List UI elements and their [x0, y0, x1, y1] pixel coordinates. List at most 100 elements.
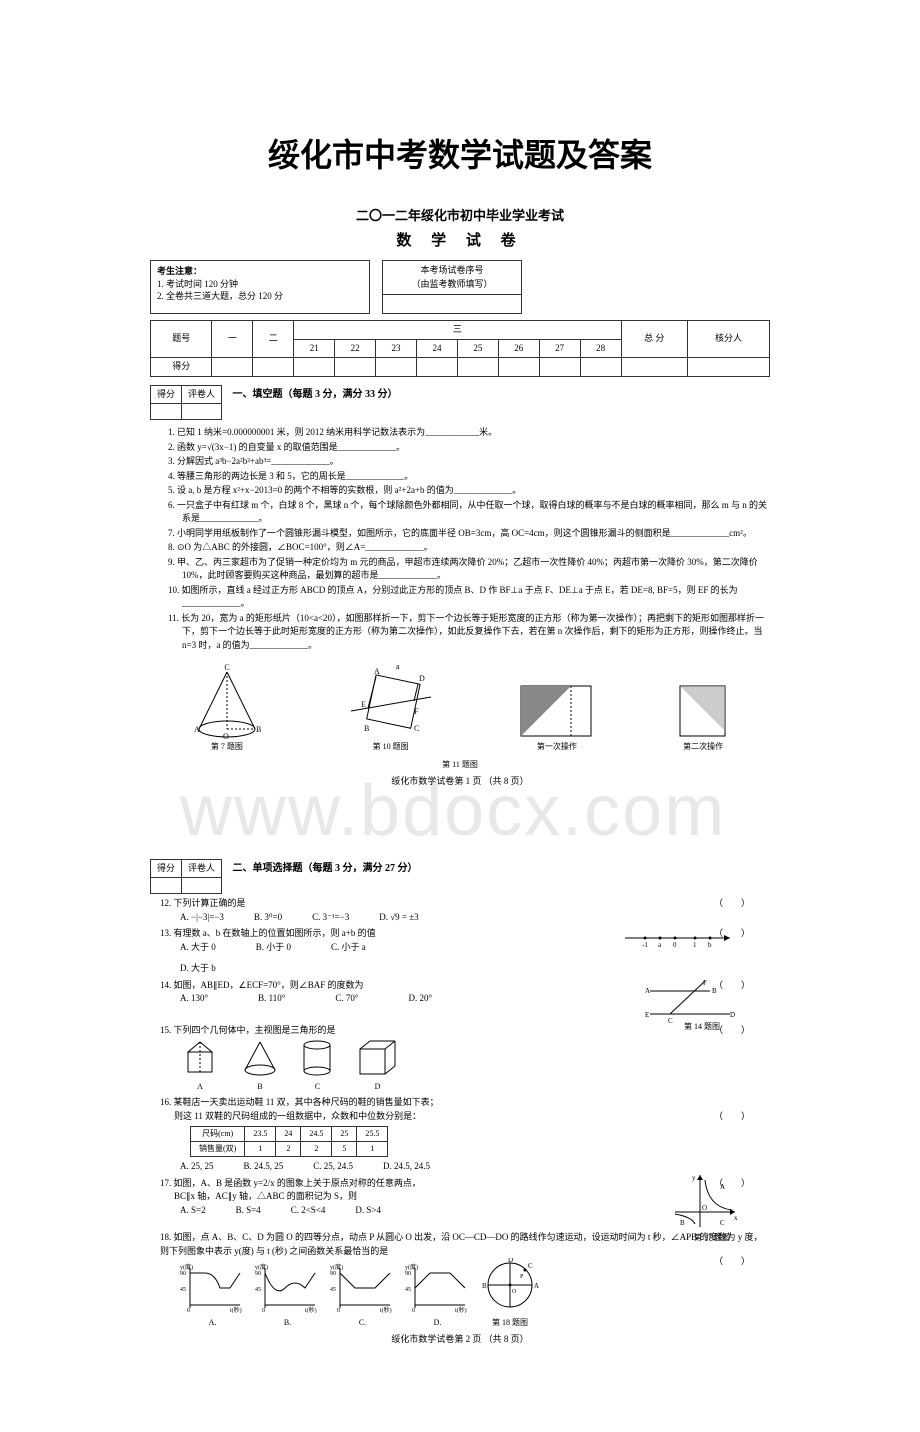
q6: 6. 一只盒子中有红球 m 个，白球 8 个，黑球 n 个，每个球除颜色外都相同…	[168, 499, 770, 526]
svg-text:45: 45	[330, 1287, 336, 1293]
sub-26: 26	[498, 339, 539, 358]
q12-stem: 12. 下列计算正确的是	[160, 898, 246, 908]
q17-stem: 17. 如图，A、B 是函数 y=2/x 的图象上关于原点对称的任意两点，	[160, 1178, 421, 1188]
q16-sub: 则这 11 双鞋的尺码组成的一组数据中，众数和中位数分别是：	[174, 1110, 770, 1124]
mini-score: 得分	[151, 385, 182, 404]
seat-box: 本考场试卷序号 （由监考教师填写）	[382, 260, 522, 314]
q16-b: B. 24.5, 25	[244, 1160, 284, 1174]
section1-title: 一、填空题（每题 3 分，满分 33 分）	[233, 387, 398, 402]
svg-text:F: F	[703, 979, 707, 987]
svg-text:B: B	[712, 987, 717, 995]
svg-text:t(秒): t(秒)	[230, 1306, 242, 1313]
svg-text:-1: -1	[642, 941, 648, 947]
svg-text:y: y	[692, 1174, 696, 1182]
svg-text:B: B	[256, 725, 261, 734]
table-row: 尺码(cm) 23.5 24 24.5 25 25.5	[191, 1127, 388, 1142]
gb-label: B.	[255, 1317, 320, 1329]
cell: 24.5	[301, 1127, 332, 1142]
q17-c: C. 2<S<4	[291, 1204, 326, 1218]
q13-b: B. 小于 0	[256, 941, 291, 955]
sub-23: 23	[376, 339, 417, 358]
svg-text:B: B	[364, 724, 369, 733]
svg-text:90: 90	[405, 1271, 411, 1277]
svg-text:0: 0	[262, 1308, 265, 1313]
q17-b: B. S=4	[236, 1204, 261, 1218]
svg-text:90: 90	[180, 1271, 186, 1277]
main-title: 绥化市中考数学试题及答案	[0, 130, 920, 176]
ga-label: A.	[180, 1317, 245, 1329]
notice-line1: 1. 考试时间 120 分钟	[157, 278, 363, 291]
graph-a: 90450 y(度)t(秒) A.	[180, 1263, 245, 1329]
paren-15: （ ）	[714, 1024, 750, 1038]
figure-11a: 第一次操作	[519, 684, 594, 753]
fig7-label: 第 7 题图	[192, 741, 262, 753]
q14-opts: A. 130° B. 110° C. 70° D. 20°	[180, 992, 440, 1006]
svg-text:x: x	[734, 1214, 738, 1222]
svg-text:C: C	[224, 664, 229, 672]
q13: 13. 有理数 a、b 在数轴上的位置如图所示，则 a+b 的值 （ ） -1 …	[160, 927, 770, 976]
q13-stem: 13. 有理数 a、b 在数轴上的位置如图所示，则 a+b 的值	[160, 928, 376, 938]
graph-d: 90450 y(度)t(秒) D.	[405, 1263, 470, 1329]
q13-d: D. 大于 b	[180, 962, 216, 976]
svg-text:0: 0	[187, 1308, 190, 1313]
q16-a: A. 25, 25	[180, 1160, 214, 1174]
q13-opts: A. 大于 0 B. 小于 0 C. 小于 a D. 大于 b	[180, 941, 440, 976]
svg-text:D: D	[508, 1258, 513, 1264]
svg-text:O: O	[702, 1204, 707, 1212]
gc-label: C.	[330, 1317, 395, 1329]
q14-b: B. 110°	[258, 992, 285, 1006]
th-3: 三	[294, 321, 621, 340]
q16-stem: 16. 某鞋店一天卖出运动鞋 11 双，其中各种尺码的鞋的销售量如下表；	[160, 1097, 439, 1107]
svg-text:C: C	[414, 724, 419, 733]
label-b: B	[240, 1081, 280, 1093]
svg-text:0: 0	[337, 1308, 340, 1313]
q12: 12. 下列计算正确的是 （ ） A. −|−3|=−3 B. 3⁰=0 C. …	[160, 897, 770, 924]
mini-score-table-2: 得分评卷人	[150, 859, 222, 895]
section1-header: 得分评卷人 一、填空题（每题 3 分，满分 33 分）	[150, 385, 770, 421]
cell: 尺码(cm)	[191, 1127, 245, 1142]
gd-label: D.	[405, 1317, 470, 1329]
svg-text:A: A	[194, 725, 200, 734]
q17-a: A. S=2	[180, 1204, 206, 1218]
q7: 7. 小明同学用纸板制作了一个圆锥形漏斗模型，如图所示，它的底面半径 OB=3c…	[168, 527, 770, 541]
circle-figure: AB DC OP 第 18 题图	[480, 1258, 540, 1329]
fig11-label: 第 11 题图	[150, 759, 770, 771]
figure-10: A D B C E F a 第 10 题图	[346, 659, 436, 753]
row-score: 得分	[151, 358, 212, 377]
svg-text:C: C	[528, 1262, 533, 1270]
sub-28: 28	[580, 339, 621, 358]
svg-text:y(度): y(度)	[255, 1263, 268, 1271]
header-row: 考生注意： 1. 考试时间 120 分钟 2. 全卷共三道大题，总分 120 分…	[150, 260, 770, 314]
svg-text:B: B	[482, 1282, 487, 1290]
numberline-icon: -1 a 0 1 b	[620, 929, 740, 947]
q8: 8. ⊙O 为△ABC 的外接圆，∠BOC=100°，则∠A=_________…	[168, 541, 770, 555]
sub-27: 27	[539, 339, 580, 358]
q5: 5. 设 a, b 是方程 x²+x−2013=0 的两个不相等的实数根，则 a…	[168, 484, 770, 498]
mini-score-table: 得分评卷人	[150, 385, 222, 421]
table-row: 销售量(双) 1 2 2 5 1	[191, 1142, 388, 1157]
section2-header: 得分评卷人 二、单项选择题（每题 3 分，满分 27 分）	[150, 859, 770, 895]
q12-opts: A. −|−3|=−3 B. 3⁰=0 C. 3⁻¹=−3 D. √9 = ±3	[180, 911, 770, 925]
sub-21: 21	[294, 339, 335, 358]
q15-stem: 15. 下列四个几何体中，主视图是三角形的是	[160, 1025, 336, 1035]
page2-footer: 绥化市数学试卷第 2 页 （共 8 页）	[150, 1333, 770, 1347]
svg-text:O: O	[512, 1289, 517, 1295]
svg-text:0: 0	[673, 941, 677, 947]
q14-stem: 14. 如图，AB∥ED，∠ECF=70°，则∠BAF 的度数为	[160, 980, 364, 990]
q18-stem: 18. 如图，点 A、B、C、D 为圆 O 的四等分点，动点 P 从圆心 O 出…	[160, 1232, 762, 1256]
q12-d: D. √9 = ±3	[379, 911, 418, 925]
q12-c: C. 3⁻¹=−3	[312, 911, 349, 925]
graph-b: 90450 y(度)t(秒) B.	[255, 1263, 320, 1329]
solid-d: D	[355, 1037, 400, 1093]
solids-row: A B C D	[180, 1037, 770, 1093]
th-num: 题号	[151, 321, 212, 358]
page-2: 得分评卷人 二、单项选择题（每题 3 分，满分 27 分） 12. 下列计算正确…	[150, 859, 770, 1347]
q18-fig-label: 第 18 题图	[480, 1317, 540, 1329]
fig11b-label: 第二次操作	[678, 741, 728, 753]
svg-text:y(度): y(度)	[180, 1263, 193, 1271]
svg-text:O: O	[223, 732, 229, 739]
seat-blank	[383, 295, 521, 313]
svg-text:C: C	[668, 1017, 673, 1024]
section2-title: 二、单项选择题（每题 3 分，满分 27 分）	[233, 861, 418, 876]
svg-text:t(秒): t(秒)	[380, 1306, 392, 1313]
